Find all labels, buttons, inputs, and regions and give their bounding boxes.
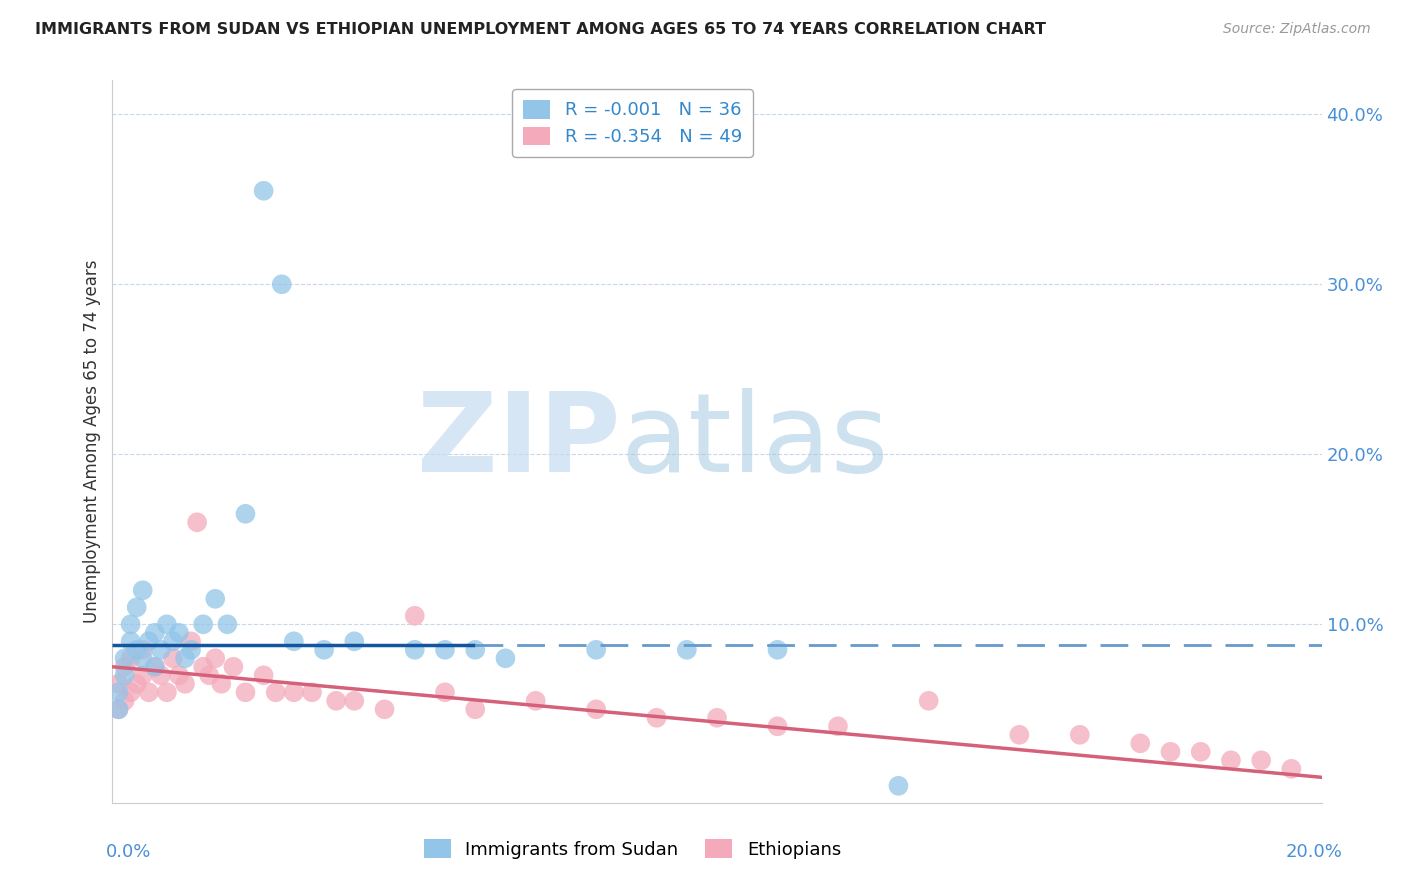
Point <box>125 600 148 615</box>
Point <box>186 516 208 530</box>
Point <box>314 642 336 657</box>
Point <box>114 660 136 674</box>
Point <box>167 668 190 682</box>
Point <box>107 677 129 691</box>
Point <box>209 677 232 691</box>
Point <box>167 625 190 640</box>
Point <box>1159 745 1181 759</box>
Point <box>827 719 849 733</box>
Point <box>107 702 129 716</box>
Point <box>120 651 142 665</box>
Point <box>645 711 668 725</box>
Point <box>174 677 197 691</box>
Point <box>107 702 129 716</box>
Point <box>766 719 789 733</box>
Point <box>464 642 486 657</box>
Point <box>222 660 245 674</box>
Point <box>264 685 287 699</box>
Point <box>191 660 214 674</box>
Point <box>107 685 129 699</box>
Point <box>138 634 160 648</box>
Point <box>180 634 202 648</box>
Point <box>495 651 517 665</box>
Point <box>404 642 426 657</box>
Point <box>120 634 142 648</box>
Point <box>143 625 166 640</box>
Text: 20.0%: 20.0% <box>1286 843 1343 861</box>
Point <box>283 634 305 648</box>
Point <box>120 617 142 632</box>
Point <box>132 668 155 682</box>
Text: IMMIGRANTS FROM SUDAN VS ETHIOPIAN UNEMPLOYMENT AMONG AGES 65 TO 74 YEARS CORREL: IMMIGRANTS FROM SUDAN VS ETHIOPIAN UNEMP… <box>35 22 1046 37</box>
Point <box>132 651 155 665</box>
Point <box>585 702 607 716</box>
Point <box>253 668 276 682</box>
Point <box>374 702 396 716</box>
Point <box>180 642 202 657</box>
Point <box>132 642 155 657</box>
Text: ZIP: ZIP <box>418 388 620 495</box>
Point <box>114 651 136 665</box>
Point <box>162 651 184 665</box>
Point <box>343 694 366 708</box>
Point <box>253 184 276 198</box>
Text: Source: ZipAtlas.com: Source: ZipAtlas.com <box>1223 22 1371 37</box>
Point <box>433 642 456 657</box>
Point <box>125 642 148 657</box>
Point <box>301 685 323 699</box>
Point <box>132 583 155 598</box>
Point <box>191 617 214 632</box>
Point <box>138 685 160 699</box>
Point <box>404 608 426 623</box>
Point <box>149 668 172 682</box>
Text: 0.0%: 0.0% <box>105 843 150 861</box>
Point <box>235 507 257 521</box>
Point <box>766 642 789 657</box>
Point <box>283 685 305 699</box>
Point <box>143 660 166 674</box>
Point <box>1220 753 1243 767</box>
Point <box>162 634 184 648</box>
Point <box>1189 745 1212 759</box>
Point <box>918 694 941 708</box>
Point <box>1069 728 1091 742</box>
Point <box>235 685 257 699</box>
Point <box>1250 753 1272 767</box>
Point <box>343 634 366 648</box>
Point <box>114 668 136 682</box>
Point <box>1008 728 1031 742</box>
Point <box>174 651 197 665</box>
Point <box>1279 762 1302 776</box>
Point <box>270 277 292 292</box>
Point <box>149 642 172 657</box>
Point <box>464 702 486 716</box>
Point <box>198 668 221 682</box>
Point <box>156 617 179 632</box>
Y-axis label: Unemployment Among Ages 65 to 74 years: Unemployment Among Ages 65 to 74 years <box>83 260 101 624</box>
Point <box>325 694 347 708</box>
Point <box>204 591 226 606</box>
Point <box>887 779 910 793</box>
Point <box>114 694 136 708</box>
Point <box>706 711 728 725</box>
Point <box>204 651 226 665</box>
Point <box>120 685 142 699</box>
Point <box>585 642 607 657</box>
Point <box>143 660 166 674</box>
Text: atlas: atlas <box>620 388 889 495</box>
Point <box>1129 736 1152 750</box>
Point <box>217 617 239 632</box>
Legend: Immigrants from Sudan, Ethiopians: Immigrants from Sudan, Ethiopians <box>416 832 848 866</box>
Point <box>125 677 148 691</box>
Point <box>524 694 547 708</box>
Point <box>156 685 179 699</box>
Point <box>675 642 697 657</box>
Point <box>433 685 456 699</box>
